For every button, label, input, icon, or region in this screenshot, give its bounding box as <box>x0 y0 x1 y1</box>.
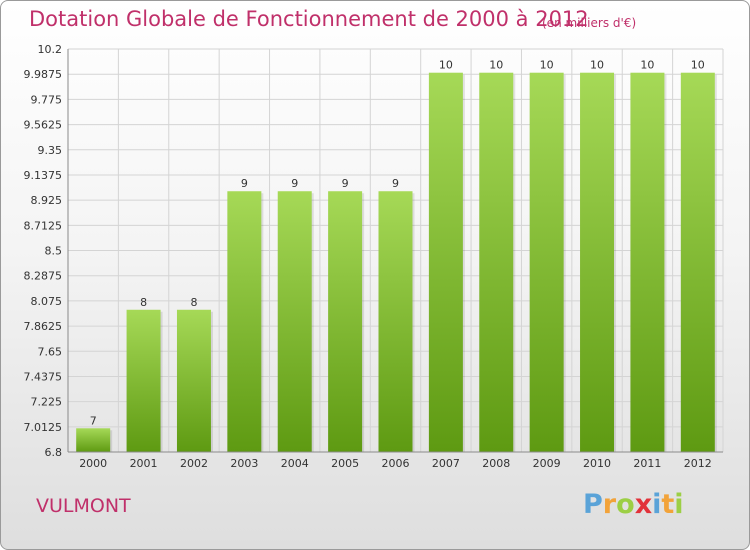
logo-letter: P <box>583 489 603 520</box>
logo-letter: i <box>674 489 684 520</box>
y-tick-label: 7.225 <box>31 396 63 409</box>
bar-value-label: 10 <box>691 59 705 72</box>
y-tick-label: 9.1375 <box>24 169 63 182</box>
y-tick-label: 9.9875 <box>24 68 63 81</box>
bar-value-label: 10 <box>540 59 554 72</box>
bar-value-label: 9 <box>392 177 399 190</box>
bar-value-label: 8 <box>140 296 147 309</box>
bar <box>630 72 665 453</box>
y-tick-label: 9.775 <box>31 93 63 106</box>
y-tick-label: 10.2 <box>38 43 63 56</box>
x-tick-label: 2005 <box>331 457 359 470</box>
bar-value-label: 7 <box>90 414 97 427</box>
bar <box>176 309 211 452</box>
axes: 6.8 7.0125 7.225 7.4375 7.65 7.8625 8.075 8.287… <box>24 43 723 470</box>
logo-letter: r <box>602 489 617 520</box>
x-tick-label: 2001 <box>130 457 158 470</box>
bar-value-label: 10 <box>489 59 503 72</box>
y-tick-label: 8.7125 <box>24 219 63 232</box>
chart-unit: (en milliers d'€) <box>542 16 637 30</box>
proxiti-logo: Proxiti <box>583 489 684 520</box>
x-tick-label: 2002 <box>180 457 208 470</box>
y-tick-label: 8.925 <box>31 194 63 207</box>
logo-letter: i <box>652 489 662 520</box>
chart-title: Dotation Globale de Fonctionnement de 20… <box>29 7 589 31</box>
y-tick-label: 7.0125 <box>24 421 63 434</box>
bar <box>479 72 514 453</box>
x-tick-label: 2012 <box>684 457 712 470</box>
x-tick-label: 2011 <box>633 457 661 470</box>
bar-value-label: 10 <box>439 59 453 72</box>
bar <box>277 191 312 452</box>
x-tick-label: 2003 <box>230 457 258 470</box>
x-tick-label: 2004 <box>281 457 309 470</box>
x-tick-label: 2007 <box>432 457 460 470</box>
x-tick-label: 2010 <box>583 457 611 470</box>
bar-value-label: 9 <box>291 177 298 190</box>
commune-name: VULMONT <box>36 495 131 517</box>
logo-letter: t <box>661 489 675 520</box>
bar <box>76 428 111 452</box>
bar <box>428 72 463 453</box>
y-tick-label: 9.5625 <box>24 119 63 132</box>
y-tick-label: 7.8625 <box>24 320 63 333</box>
y-tick-label: 7.65 <box>38 345 63 358</box>
bar <box>328 191 363 452</box>
logo-letter: o <box>616 489 635 520</box>
bar <box>227 191 262 452</box>
y-tick-label: 8.5 <box>45 245 63 258</box>
x-tick-label: 2008 <box>482 457 510 470</box>
bar <box>126 309 161 452</box>
y-tick-label: 9.35 <box>38 144 63 157</box>
bars: 7 8 8 9 9 9 9 10 10 10 10 10 10 <box>76 59 717 453</box>
bar-value-label: 8 <box>190 296 197 309</box>
y-tick-label: 8.075 <box>31 295 63 308</box>
y-tick-label: 8.2875 <box>24 270 63 283</box>
bar <box>529 72 564 453</box>
y-tick-label: 6.8 <box>45 446 63 459</box>
y-tick-label: 7.4375 <box>24 370 63 383</box>
bar-value-label: 9 <box>241 177 248 190</box>
logo-letter: x <box>634 489 653 520</box>
x-tick-label: 2006 <box>382 457 410 470</box>
bar-value-label: 9 <box>342 177 349 190</box>
bar <box>378 191 413 452</box>
x-tick-label: 2009 <box>533 457 561 470</box>
bar-value-label: 10 <box>640 59 654 72</box>
x-tick-label: 2000 <box>79 457 107 470</box>
bar-value-label: 10 <box>590 59 604 72</box>
bar <box>580 72 615 453</box>
bar <box>680 72 715 453</box>
